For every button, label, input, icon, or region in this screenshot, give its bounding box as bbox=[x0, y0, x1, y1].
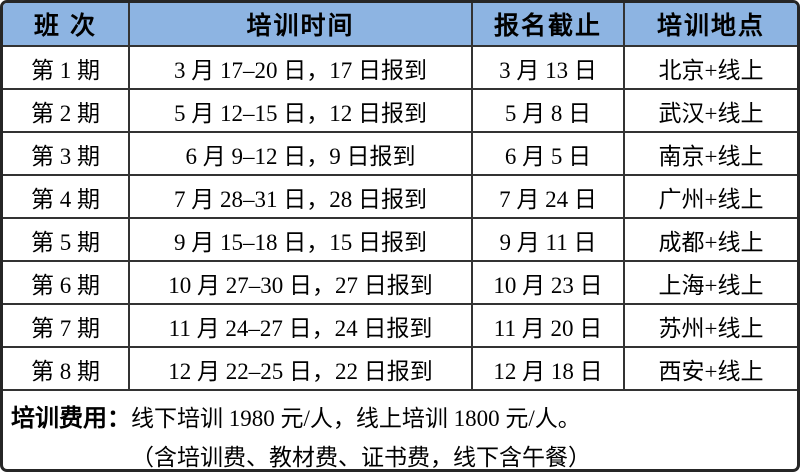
deadline-cell: 11 月 20 日 bbox=[473, 305, 625, 348]
deadline-cell: 10 月 23 日 bbox=[473, 262, 625, 305]
location-cell: 南京+线上 bbox=[625, 133, 797, 176]
deadline-cell: 12 月 18 日 bbox=[473, 348, 625, 391]
location-cell: 北京+线上 bbox=[625, 47, 797, 90]
location-cell: 上海+线上 bbox=[625, 262, 797, 305]
time-cell: 12 月 22–25 日，22 日报到 bbox=[130, 348, 473, 391]
location-cell: 广州+线上 bbox=[625, 176, 797, 219]
fee-text: 线下培训 1980 元/人，线上培训 1800 元/人。 bbox=[131, 406, 581, 431]
table-row: 第 1 期 3 月 17–20 日，17 日报到 3 月 13 日 北京+线上 bbox=[3, 47, 797, 90]
time-cell: 3 月 17–20 日，17 日报到 bbox=[130, 47, 473, 90]
time-cell: 10 月 27–30 日，27 日报到 bbox=[130, 262, 473, 305]
location-cell: 武汉+线上 bbox=[625, 90, 797, 133]
table-row: 第 4 期 7 月 28–31 日，28 日报到 7 月 24 日 广州+线上 bbox=[3, 176, 797, 219]
table-row: 第 5 期 9 月 15–18 日，15 日报到 9 月 11 日 成都+线上 bbox=[3, 219, 797, 262]
session-cell: 第 2 期 bbox=[3, 90, 130, 133]
deadline-cell: 7 月 24 日 bbox=[473, 176, 625, 219]
fee-note: （含培训费、教材费、证书费，线下含午餐） bbox=[131, 445, 591, 470]
deadline-cell: 9 月 11 日 bbox=[473, 219, 625, 262]
fee-label: 培训费用： bbox=[11, 405, 131, 432]
table-row: 第 6 期 10 月 27–30 日，27 日报到 10 月 23 日 上海+线… bbox=[3, 262, 797, 305]
table-header-row: 班 次 培训时间 报名截止 培训地点 bbox=[3, 3, 797, 47]
time-cell: 9 月 15–18 日，15 日报到 bbox=[130, 219, 473, 262]
session-cell: 第 6 期 bbox=[3, 262, 130, 305]
fee-section: 培训费用：线下培训 1980 元/人，线上培训 1800 元/人。 （含培训费、… bbox=[3, 391, 797, 469]
column-header-session: 班 次 bbox=[3, 3, 130, 47]
location-cell: 苏州+线上 bbox=[625, 305, 797, 348]
deadline-cell: 6 月 5 日 bbox=[473, 133, 625, 176]
session-cell: 第 7 期 bbox=[3, 305, 130, 348]
deadline-cell: 5 月 8 日 bbox=[473, 90, 625, 133]
fee-line: 培训费用：线下培训 1980 元/人，线上培训 1800 元/人。 bbox=[11, 398, 789, 433]
column-header-location: 培训地点 bbox=[625, 3, 797, 47]
time-cell: 7 月 28–31 日，28 日报到 bbox=[130, 176, 473, 219]
column-header-time: 培训时间 bbox=[130, 3, 473, 47]
table-row: 第 8 期 12 月 22–25 日，22 日报到 12 月 18 日 西安+线… bbox=[3, 348, 797, 391]
session-cell: 第 8 期 bbox=[3, 348, 130, 391]
time-cell: 11 月 24–27 日，24 日报到 bbox=[130, 305, 473, 348]
table-row: 第 3 期 6 月 9–12 日，9 日报到 6 月 5 日 南京+线上 bbox=[3, 133, 797, 176]
location-cell: 成都+线上 bbox=[625, 219, 797, 262]
table-row: 第 2 期 5 月 12–15 日，12 日报到 5 月 8 日 武汉+线上 bbox=[3, 90, 797, 133]
location-cell: 西安+线上 bbox=[625, 348, 797, 391]
deadline-cell: 3 月 13 日 bbox=[473, 47, 625, 90]
time-cell: 6 月 9–12 日，9 日报到 bbox=[130, 133, 473, 176]
time-cell: 5 月 12–15 日，12 日报到 bbox=[130, 90, 473, 133]
session-cell: 第 3 期 bbox=[3, 133, 130, 176]
column-header-deadline: 报名截止 bbox=[473, 3, 625, 47]
table-row: 第 7 期 11 月 24–27 日，24 日报到 11 月 20 日 苏州+线… bbox=[3, 305, 797, 348]
session-cell: 第 1 期 bbox=[3, 47, 130, 90]
session-cell: 第 5 期 bbox=[3, 219, 130, 262]
session-cell: 第 4 期 bbox=[3, 176, 130, 219]
